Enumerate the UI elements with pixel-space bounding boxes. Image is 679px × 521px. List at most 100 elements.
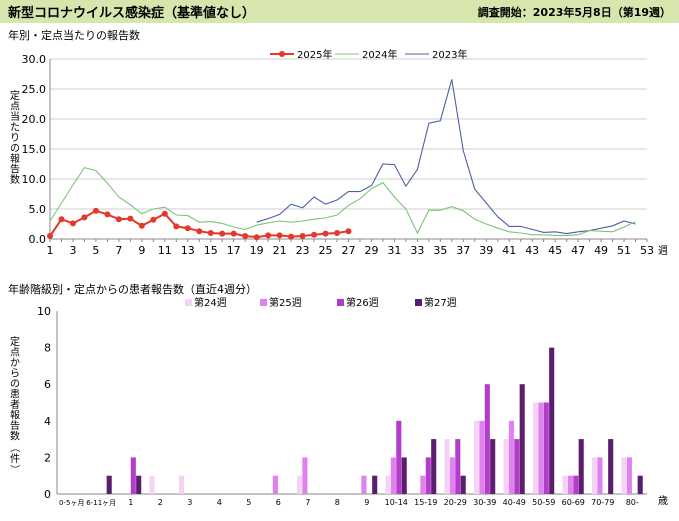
svg-text:数: 数: [10, 430, 20, 443]
legend-swatch: [260, 299, 267, 306]
y-tick-label: 30.0: [22, 53, 47, 66]
y-tick-label: 0: [44, 488, 51, 501]
x-tick-label: 21: [273, 244, 287, 257]
bar: [514, 439, 520, 494]
x-unit-label: 週: [658, 245, 668, 257]
data-point: [345, 228, 352, 235]
bar: [591, 457, 598, 494]
x-tick-label: 20-29: [444, 498, 467, 507]
bar: [608, 439, 614, 494]
bar: [136, 475, 142, 494]
y-tick-label: 2: [44, 451, 51, 464]
data-point: [161, 210, 168, 217]
data-point: [311, 231, 318, 238]
bar: [130, 457, 136, 494]
svg-text:た: た: [10, 122, 20, 134]
x-tick-label: 5: [92, 244, 99, 257]
line-chart: 0.05.010.015.020.025.030.01 3 5 7 9 11 13 15 17 1…: [10, 48, 668, 257]
bar: [532, 402, 539, 494]
y-tick-label: 10.0: [22, 173, 47, 186]
x-tick-label: 40-49: [503, 498, 526, 507]
data-point: [47, 233, 53, 239]
line-chart-title: 年別・定点当たりの報告数: [8, 28, 140, 42]
bar: [272, 475, 278, 494]
bar: [549, 347, 555, 494]
data-point: [92, 207, 99, 214]
series-line: [256, 79, 636, 235]
bar: [473, 420, 480, 494]
bar: [396, 420, 402, 494]
x-unit-label: 歳: [658, 495, 668, 507]
x-tick-label: 30-39: [473, 498, 496, 507]
data-point: [253, 234, 260, 241]
bar: [543, 402, 549, 494]
y-axis-label: 定点からの患者報告数: [10, 335, 20, 443]
x-tick-label: 4: [217, 498, 222, 507]
svg-text:当: 当: [10, 110, 20, 123]
bar: [390, 457, 396, 494]
y-tick-label: 8: [44, 342, 51, 355]
bar: [372, 475, 378, 494]
svg-text:定: 定: [10, 335, 20, 348]
bar-chart: 0 2 4 6 8 10 定点からの患者報告数（件） 0-5ヶ月 6-11ヶ月 1 2 3 4 5 6 7 8 9…: [9, 296, 669, 507]
data-point: [115, 216, 122, 223]
x-tick-label: 35: [433, 244, 447, 257]
x-tick-label: 7: [115, 244, 122, 257]
x-tick-label: 37: [456, 244, 470, 257]
svg-text:数: 数: [10, 173, 20, 186]
svg-text:告: 告: [10, 163, 20, 176]
data-point: [81, 214, 88, 221]
svg-text:報: 報: [10, 410, 20, 422]
svg-text:者: 者: [10, 399, 20, 411]
data-point: [242, 233, 249, 239]
y-axis-label: 定点当たりの報告数: [10, 89, 20, 186]
data-point: [334, 230, 341, 236]
x-tick-label: 3: [187, 498, 192, 507]
x-tick-label: 60-69: [562, 498, 585, 507]
svg-text:か: か: [10, 357, 20, 369]
bar: [567, 475, 573, 494]
bar: [503, 439, 509, 494]
bar: [431, 439, 437, 494]
bar: [519, 384, 525, 494]
y-tick-label: 6: [44, 378, 51, 391]
data-point: [230, 230, 237, 237]
bar: [490, 439, 496, 494]
y-tick-label: 0.0: [29, 233, 47, 246]
bar: [401, 457, 407, 494]
bar: [425, 457, 431, 494]
data-point: [288, 233, 295, 240]
x-tick-label: 53: [640, 244, 654, 257]
x-tick-label: 33: [410, 244, 424, 257]
x-tick-label: 9: [138, 244, 145, 257]
x-tick-label: 50-59: [532, 498, 555, 507]
x-tick-label: 10-14: [385, 498, 408, 507]
bar: [621, 457, 627, 494]
data-point: [219, 230, 226, 237]
x-tick-label: 6-11ヶ月: [86, 499, 116, 507]
x-tick-label: 15: [204, 244, 218, 257]
x-tick-label: 43: [525, 244, 539, 257]
x-tick-label: 1: [47, 244, 54, 257]
svg-text:告: 告: [10, 419, 20, 432]
data-point: [322, 230, 329, 237]
legend-swatch: [337, 299, 344, 306]
x-tick-label: 31: [387, 244, 401, 257]
bar: [508, 420, 514, 494]
svg-text:）: ）: [9, 465, 21, 475]
bar: [455, 439, 461, 494]
y-tick-label: 25.0: [22, 83, 47, 96]
bar: [460, 475, 466, 494]
svg-text:報: 報: [10, 153, 20, 165]
svg-text:り: り: [10, 132, 20, 144]
bar: [149, 475, 155, 494]
legend-label: 第24週: [194, 296, 227, 309]
legend-swatch: [415, 299, 422, 306]
y-unit-label: （件）: [9, 443, 21, 475]
legend: 第24週 第25週 第26週 第27週: [185, 296, 457, 309]
x-tick-label: 23: [296, 244, 310, 257]
bar: [637, 475, 643, 494]
x-tick-label: 70-79: [591, 498, 614, 507]
x-tick-label: 3: [69, 244, 76, 257]
x-tick-label: 45: [548, 244, 562, 257]
